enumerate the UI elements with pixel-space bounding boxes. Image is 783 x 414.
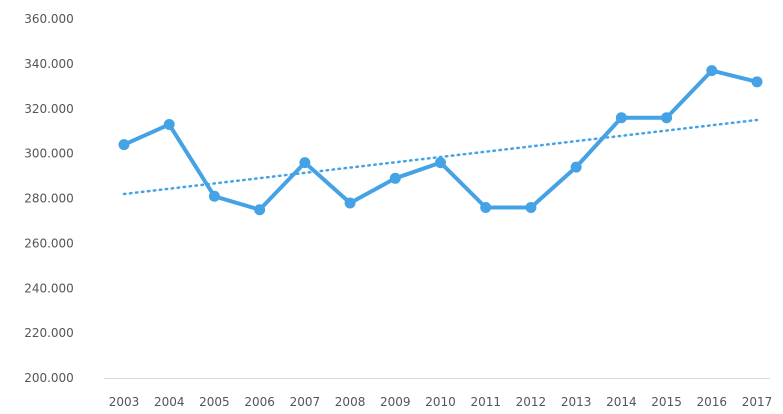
x-tick-label: 2007 — [290, 395, 321, 409]
y-tick-label: 200.000 — [24, 371, 74, 385]
x-tick-label: 2017 — [742, 395, 773, 409]
data-point — [751, 76, 763, 88]
data-point — [570, 161, 582, 173]
data-point — [254, 204, 266, 216]
trendline — [122, 118, 759, 196]
data-point — [661, 112, 673, 124]
x-tick-label: 2013 — [561, 395, 592, 409]
series-group — [118, 65, 763, 216]
series-line — [122, 68, 759, 212]
x-tick-label: 2016 — [697, 395, 728, 409]
x-tick-label: 2009 — [380, 395, 411, 409]
data-point — [299, 157, 311, 169]
x-tick-label: 2014 — [606, 395, 637, 409]
x-tick-label: 2006 — [244, 395, 275, 409]
data-point — [208, 190, 220, 202]
x-axis-labels: 2003 2004 2005 2006 2007 2008 2009 2010 2011 2012… — [109, 395, 773, 409]
data-point — [480, 201, 492, 213]
data-point — [706, 65, 718, 77]
y-tick-label: 300.000 — [24, 147, 74, 161]
x-tick-label: 2012 — [516, 395, 547, 409]
y-tick-label: 240.000 — [24, 281, 74, 295]
y-tick-label: 220.000 — [24, 326, 74, 340]
x-tick-label: 2015 — [651, 395, 682, 409]
data-point — [163, 118, 175, 130]
y-tick-label: 340.000 — [24, 57, 74, 71]
trendline-group — [122, 118, 759, 196]
y-tick-label: 260.000 — [24, 236, 74, 250]
y-tick-label: 360.000 — [24, 12, 74, 26]
data-point — [344, 197, 356, 209]
x-tick-label: 2004 — [154, 395, 185, 409]
x-tick-label: 2003 — [109, 395, 140, 409]
data-point — [118, 139, 130, 151]
x-tick-label: 2008 — [335, 395, 366, 409]
data-point — [389, 172, 401, 184]
x-tick-label: 2005 — [199, 395, 230, 409]
data-point — [615, 112, 627, 124]
x-tick-label: 2010 — [425, 395, 456, 409]
y-axis-labels: 200.000 220.000 240.000 260.000 280.000 300.0… — [24, 12, 74, 385]
data-point — [525, 201, 537, 213]
x-tick-label: 2011 — [470, 395, 501, 409]
y-tick-label: 320.000 — [24, 102, 74, 116]
y-tick-label: 280.000 — [24, 192, 74, 206]
data-point — [435, 157, 446, 169]
